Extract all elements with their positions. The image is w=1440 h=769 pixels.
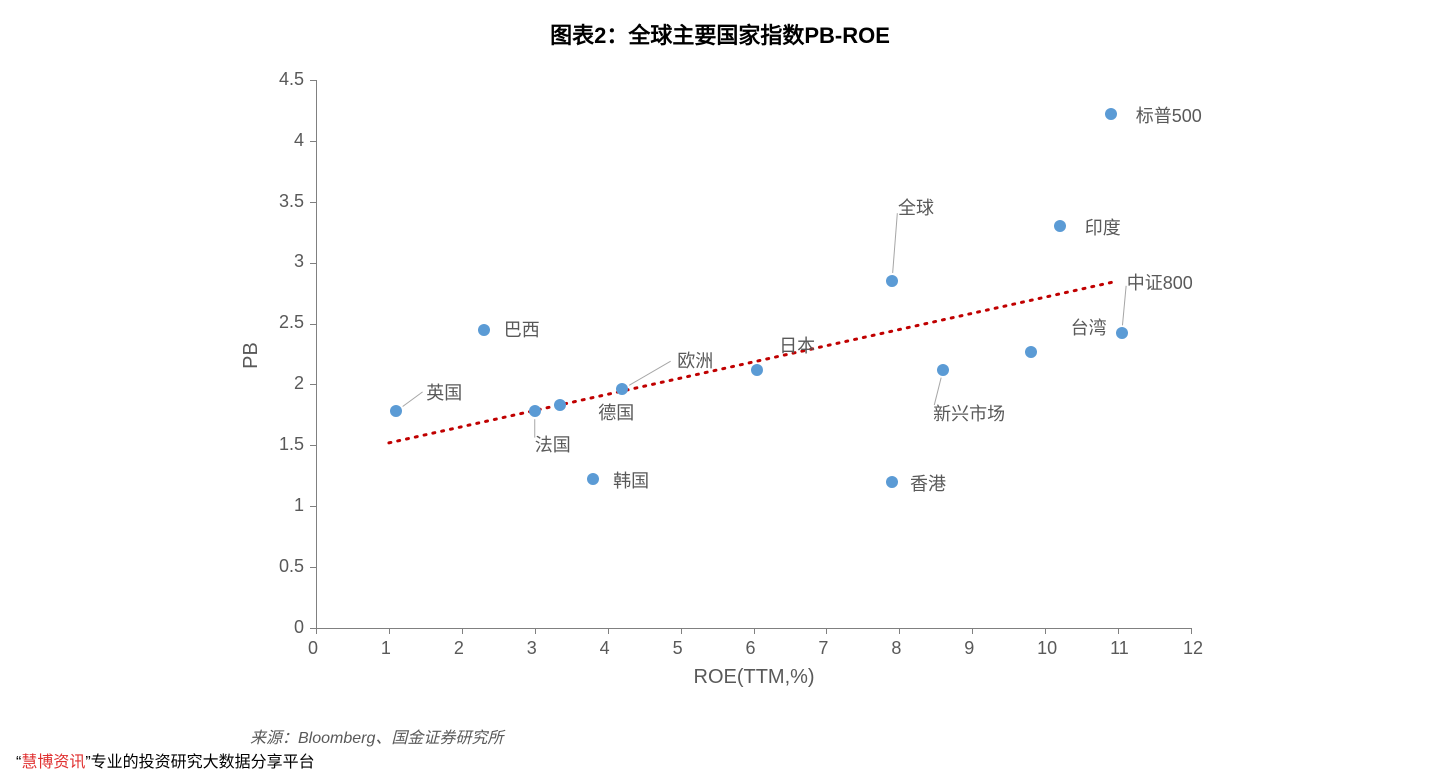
x-tick <box>681 628 682 634</box>
x-tick-label: 3 <box>527 638 537 659</box>
scatter-point-label: 台湾 <box>1071 314 1107 340</box>
scatter-point <box>751 364 763 376</box>
y-tick-label: 1.5 <box>264 434 304 455</box>
scatter-point-label: 中证800 <box>1127 269 1193 295</box>
x-tick <box>316 628 317 634</box>
scatter-point-label: 新兴市场 <box>933 400 1005 426</box>
y-tick-label: 0.5 <box>264 556 304 577</box>
scatter-point-label: 德国 <box>598 399 634 425</box>
scatter-point-label: 韩国 <box>613 467 649 493</box>
y-tick-label: 0 <box>264 617 304 638</box>
y-tick-label: 4 <box>264 130 304 151</box>
scatter-point-label: 香港 <box>910 470 946 496</box>
x-tick <box>972 628 973 634</box>
scatter-point <box>554 399 566 411</box>
x-tick <box>535 628 536 634</box>
footer-brand-highlight: 慧博资讯 <box>21 754 85 769</box>
scatter-point <box>587 473 599 485</box>
source-attribution: 来源：Bloomberg、国金证券研究所 <box>250 724 503 748</box>
watermark-footer: “慧博资讯”专业的投资研究大数据分享平台 <box>16 748 315 769</box>
scatter-point-label: 日本 <box>779 332 815 358</box>
x-tick-label: 0 <box>308 638 318 659</box>
scatter-point <box>390 405 402 417</box>
scatter-point-label: 法国 <box>535 431 571 457</box>
x-tick <box>389 628 390 634</box>
scatter-point <box>1105 108 1117 120</box>
scatter-point <box>937 364 949 376</box>
x-tick-label: 10 <box>1037 638 1057 659</box>
chart-plot-area: 012345678910111200.511.522.533.544.5ROE(… <box>316 80 1191 628</box>
leader-line <box>893 213 898 273</box>
y-tick-label: 3 <box>264 251 304 272</box>
x-tick-label: 11 <box>1110 638 1129 659</box>
x-tick <box>754 628 755 634</box>
y-tick <box>310 628 316 629</box>
x-tick-label: 1 <box>381 638 391 659</box>
x-tick <box>462 628 463 634</box>
scatter-point <box>886 275 898 287</box>
scatter-point-label: 标普500 <box>1136 102 1202 128</box>
x-tick-label: 12 <box>1183 638 1203 659</box>
y-tick-label: 2.5 <box>264 312 304 333</box>
x-tick-label: 7 <box>818 638 828 659</box>
chart-title: 图表2：全球主要国家指数PB-ROE <box>0 18 1440 50</box>
y-axis-title: PB <box>240 342 263 369</box>
leader-line <box>403 392 423 407</box>
scatter-point <box>1054 220 1066 232</box>
scatter-point <box>886 476 898 488</box>
x-tick <box>899 628 900 634</box>
scatter-point <box>478 324 490 336</box>
scatter-point-label: 英国 <box>426 379 462 405</box>
chart-svg-layer <box>316 80 1191 628</box>
scatter-point-label: 巴西 <box>504 316 540 342</box>
y-tick-label: 3.5 <box>264 191 304 212</box>
chart-figure: 图表2：全球主要国家指数PB-ROE 012345678910111200.51… <box>0 0 1440 769</box>
footer-tagline: 专业的投资研究大数据分享平台 <box>91 754 315 769</box>
x-axis-title: ROE(TTM,%) <box>694 666 815 689</box>
scatter-point <box>616 383 628 395</box>
y-tick-label: 4.5 <box>264 69 304 90</box>
y-tick-label: 2 <box>264 373 304 394</box>
x-tick <box>826 628 827 634</box>
x-tick <box>1191 628 1192 634</box>
x-tick-label: 2 <box>454 638 464 659</box>
scatter-point <box>1025 346 1037 358</box>
x-tick <box>1118 628 1119 634</box>
scatter-point <box>1116 327 1128 339</box>
x-tick <box>608 628 609 634</box>
x-tick <box>1045 628 1046 634</box>
y-tick-label: 1 <box>264 495 304 516</box>
scatter-point <box>529 405 541 417</box>
scatter-point-label: 印度 <box>1085 214 1121 240</box>
x-tick-label: 4 <box>600 638 610 659</box>
x-tick-label: 6 <box>746 638 756 659</box>
scatter-point-label: 全球 <box>898 194 934 220</box>
x-tick-label: 8 <box>891 638 901 659</box>
leader-line <box>1122 286 1126 326</box>
x-tick-label: 5 <box>673 638 683 659</box>
scatter-point-label: 欧洲 <box>677 347 713 373</box>
trendline <box>389 281 1118 443</box>
x-tick-label: 9 <box>964 638 974 659</box>
